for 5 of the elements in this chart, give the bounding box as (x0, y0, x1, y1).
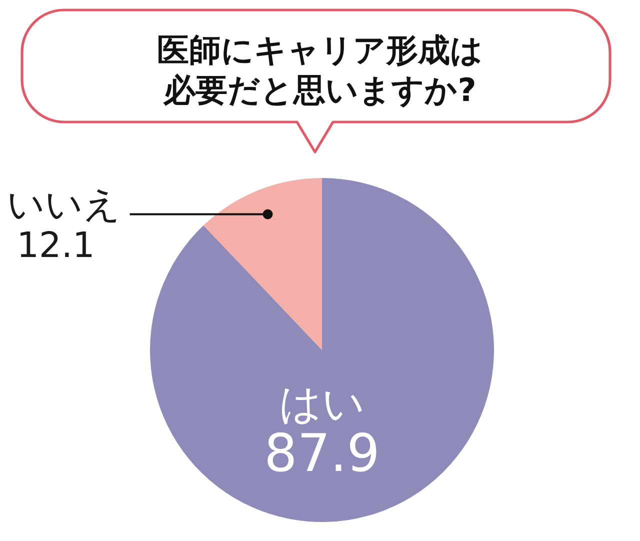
pie-slice (203, 178, 322, 350)
chart-title: 医師にキャリア形成は必要だと思いますか? (157, 31, 483, 109)
data-label: 12.1 (16, 226, 95, 266)
slice-label: いいえ (6, 183, 121, 226)
pie-slice (150, 178, 494, 522)
